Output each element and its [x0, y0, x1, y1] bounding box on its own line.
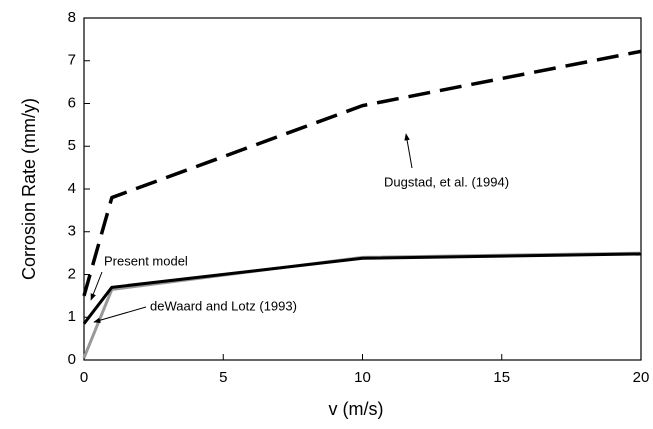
x-tick-label: 5 [219, 369, 227, 386]
annotation: Present model [104, 253, 188, 268]
y-tick-label: 3 [68, 223, 76, 240]
annotation: deWaard and Lotz (1993) [150, 298, 297, 313]
x-tick-label: 10 [354, 369, 371, 386]
y-tick-label: 2 [68, 265, 76, 282]
series-line [82, 252, 642, 325]
series-line [82, 49, 642, 297]
y-axis-label: Corrosion Rate (mm/y) [19, 98, 39, 280]
y-tick-label: 6 [68, 94, 76, 111]
annotation-arrow [404, 133, 413, 169]
y-tick-label: 1 [68, 308, 76, 325]
y-tick-label: 0 [68, 351, 76, 368]
annotation: Dugstad, et al. (1994) [384, 174, 509, 189]
x-tick-label: 15 [493, 369, 510, 386]
annotation-arrow [93, 306, 147, 323]
annotation-arrow [90, 271, 103, 301]
y-tick-label: 5 [68, 137, 76, 154]
y-tick-label: 4 [68, 180, 76, 197]
x-tick-label: 20 [633, 369, 650, 386]
y-tick-label: 8 [68, 9, 76, 26]
x-axis-label: v (m/s) [329, 399, 384, 419]
x-tick-label: 0 [80, 369, 88, 386]
y-tick-label: 7 [68, 52, 76, 69]
